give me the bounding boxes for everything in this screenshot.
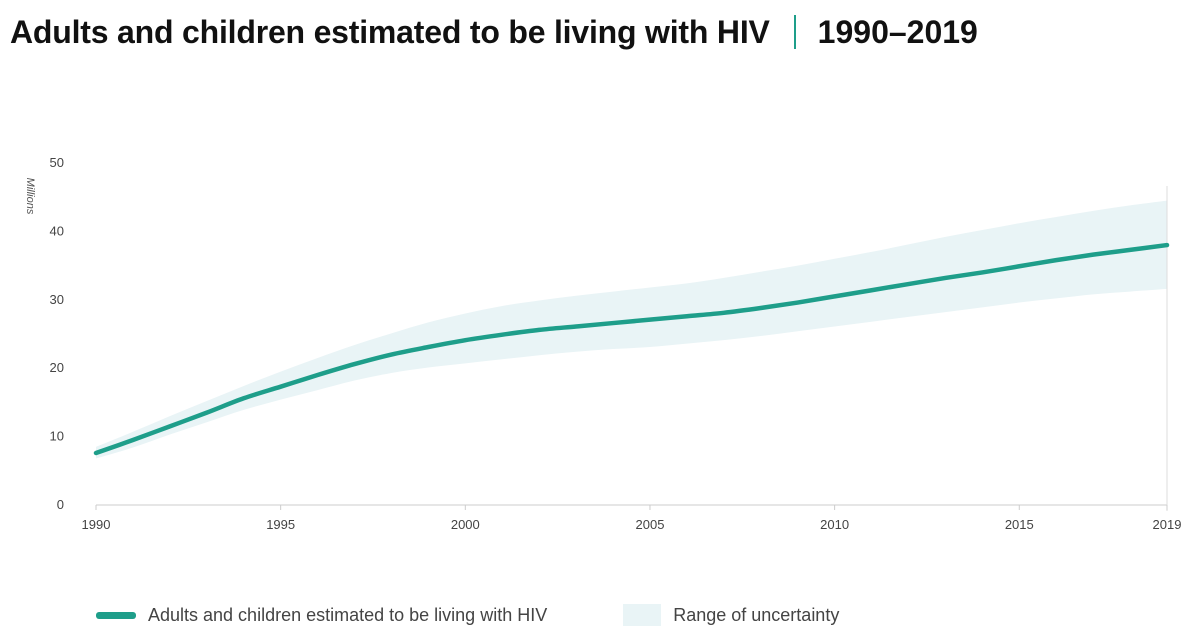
legend-band-label: Range of uncertainty bbox=[673, 604, 840, 625]
x-tick-label: 2015 bbox=[1005, 517, 1034, 532]
axis-layer bbox=[95, 186, 1168, 511]
x-tick-label: 2000 bbox=[451, 517, 480, 532]
series-line bbox=[93, 242, 1170, 456]
y-tick-label: 20 bbox=[50, 360, 64, 375]
y-axis-label: Millions bbox=[24, 178, 36, 215]
series-line-layer bbox=[93, 242, 1170, 456]
y-tick-label: 40 bbox=[50, 223, 64, 238]
chart-title: Adults and children estimated to be livi… bbox=[10, 13, 770, 50]
uncertainty-band bbox=[96, 200, 1167, 459]
chart-legend: Adults and children estimated to be livi… bbox=[96, 604, 839, 626]
y-tick-label: 30 bbox=[50, 292, 64, 307]
uncertainty-band-layer bbox=[96, 200, 1167, 459]
chart-subtitle: 1990–2019 bbox=[817, 13, 978, 50]
y-tick-label: 50 bbox=[50, 155, 64, 170]
x-tick-label: 1995 bbox=[266, 517, 295, 532]
y-tick-label: 10 bbox=[50, 429, 64, 444]
legend-line-label: Adults and children estimated to be livi… bbox=[148, 604, 548, 625]
legend-band-swatch bbox=[623, 604, 662, 626]
x-tick-label: 2010 bbox=[820, 517, 849, 532]
legend-line-swatch bbox=[96, 611, 136, 619]
legend-item-line: Adults and children estimated to be livi… bbox=[96, 605, 547, 626]
legend-item-band: Range of uncertainty bbox=[547, 604, 839, 626]
tick-label-layer: 1990 1995 2000 2005 2010 2015 2019 0 10 20 30 40 50 bbox=[50, 155, 1182, 532]
y-tick-label: 0 bbox=[57, 497, 64, 512]
x-tick-label: 2005 bbox=[636, 517, 665, 532]
x-tick-label: 2019 bbox=[1153, 517, 1182, 532]
title-divider bbox=[793, 15, 796, 49]
x-tick-label: 1990 bbox=[82, 517, 111, 532]
chart-header: Adults and children estimated to be livi… bbox=[10, 10, 978, 54]
